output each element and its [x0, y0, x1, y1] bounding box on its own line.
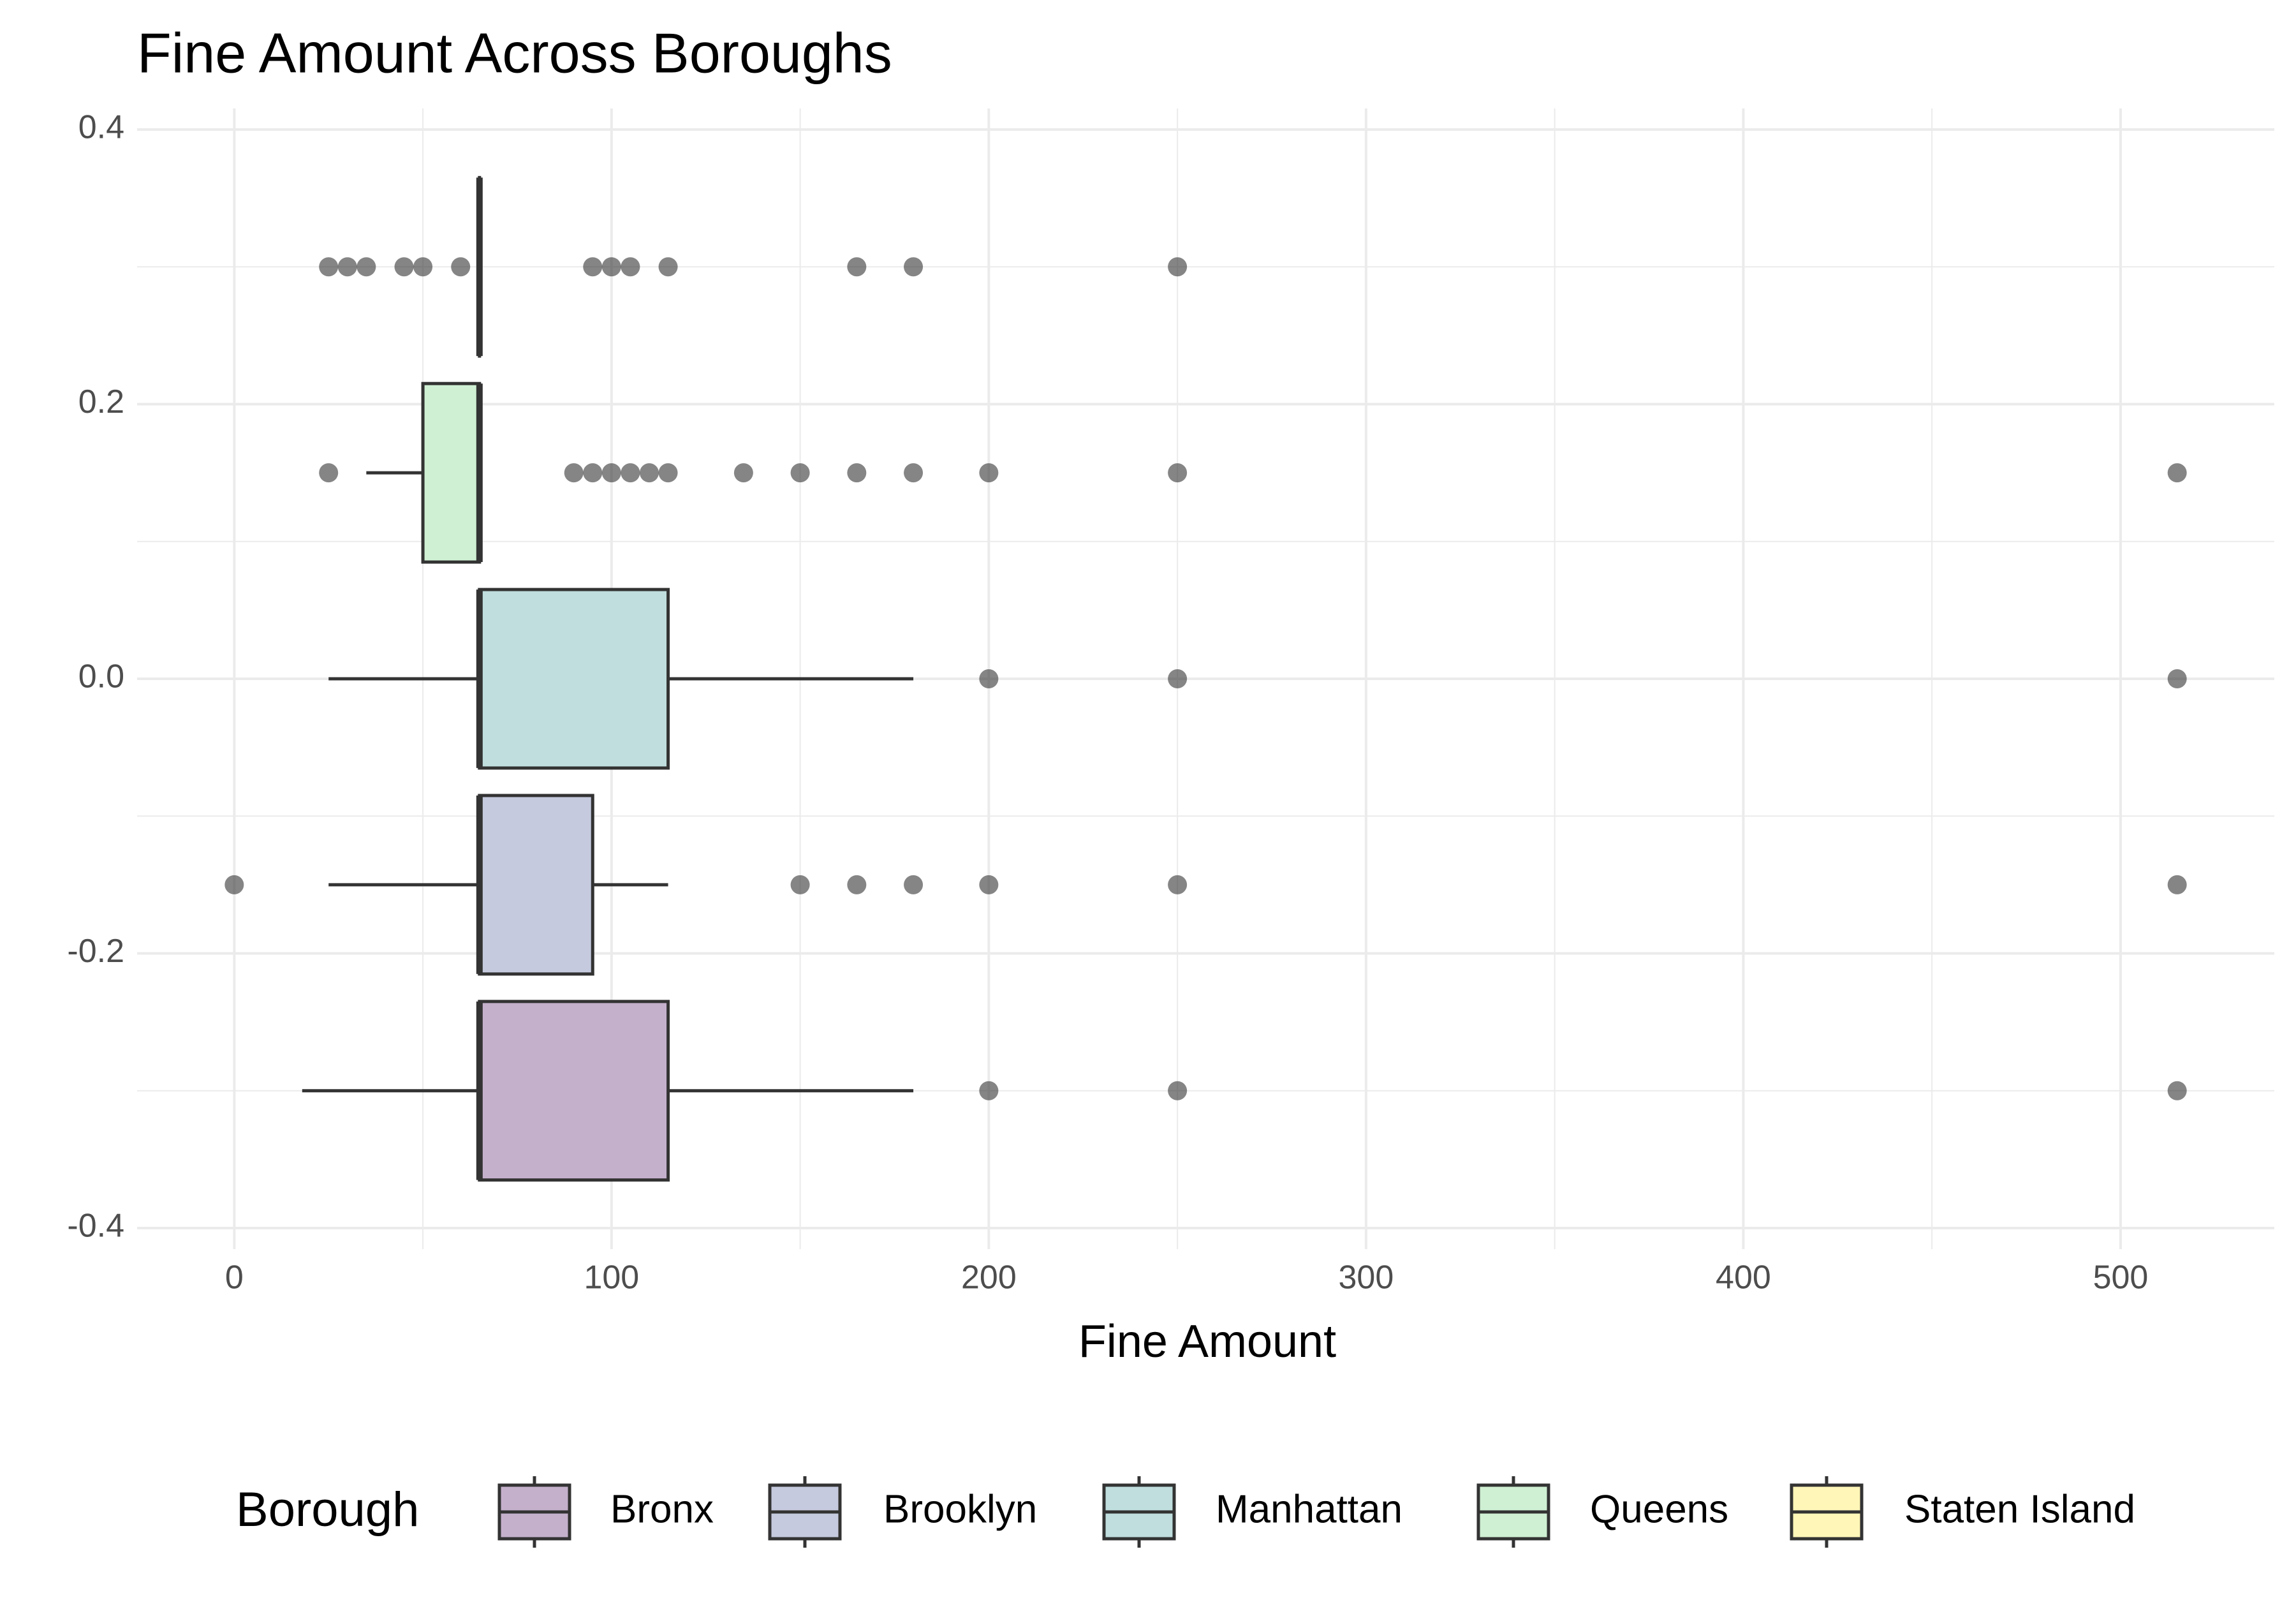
x-tick-label: 100 [584, 1259, 639, 1296]
outlier [583, 257, 603, 277]
outlier [451, 257, 471, 277]
outlier [1168, 257, 1188, 277]
outlier [979, 1081, 999, 1100]
outlier [621, 257, 640, 277]
outlier [2167, 463, 2187, 483]
outlier [790, 875, 810, 894]
outlier [658, 257, 678, 277]
outlier [1168, 1081, 1188, 1100]
y-tick-label: 0.0 [78, 658, 124, 695]
x-axis-title: Fine Amount [1078, 1316, 1336, 1367]
outlier [658, 463, 678, 483]
outlier [2167, 875, 2187, 894]
legend-label: Brooklyn [883, 1487, 1037, 1531]
x-tick-label: 200 [961, 1259, 1017, 1296]
legend-label: Queens [1590, 1487, 1728, 1531]
outlier [847, 257, 867, 277]
outlier [224, 875, 244, 894]
y-tick-label: -0.4 [67, 1208, 124, 1245]
x-tick-label: 0 [225, 1259, 244, 1296]
chart-title: Fine Amount Across Boroughs [137, 21, 892, 84]
outlier [2167, 669, 2187, 688]
legend-title: Borough [236, 1483, 419, 1537]
outlier [621, 463, 640, 483]
outlier [639, 463, 659, 483]
outlier [979, 463, 999, 483]
legend-label: Bronx [610, 1487, 714, 1531]
outlier [979, 669, 999, 688]
y-tick-label: -0.2 [67, 933, 124, 970]
legend-label: Manhattan [1216, 1487, 1402, 1531]
x-tick-label: 400 [1716, 1259, 1771, 1296]
outlier [1168, 669, 1188, 688]
outlier [319, 463, 339, 483]
outlier [1168, 875, 1188, 894]
outlier [1168, 463, 1188, 483]
outlier [601, 463, 621, 483]
outlier [337, 257, 357, 277]
x-tick-label: 300 [1339, 1259, 1394, 1296]
outlier [319, 257, 339, 277]
legend-label: Staten Island [1904, 1487, 2135, 1531]
outlier [601, 257, 621, 277]
outlier [847, 875, 867, 894]
outlier [564, 463, 584, 483]
box [421, 381, 482, 564]
outlier [413, 257, 433, 277]
x-tick-label: 500 [2093, 1259, 2149, 1296]
box [478, 1000, 670, 1182]
outlier [357, 257, 376, 277]
outlier [904, 257, 924, 277]
outlier [904, 463, 924, 483]
outlier [583, 463, 603, 483]
y-tick-label: 0.4 [78, 109, 124, 146]
outlier [394, 257, 414, 277]
box [478, 794, 594, 976]
outlier [790, 463, 810, 483]
y-tick-label: 0.2 [78, 383, 124, 420]
box [478, 588, 670, 770]
outlier [2167, 1081, 2187, 1100]
outlier [733, 463, 753, 483]
outlier [904, 875, 924, 894]
outlier [979, 875, 999, 894]
outlier [847, 463, 867, 483]
